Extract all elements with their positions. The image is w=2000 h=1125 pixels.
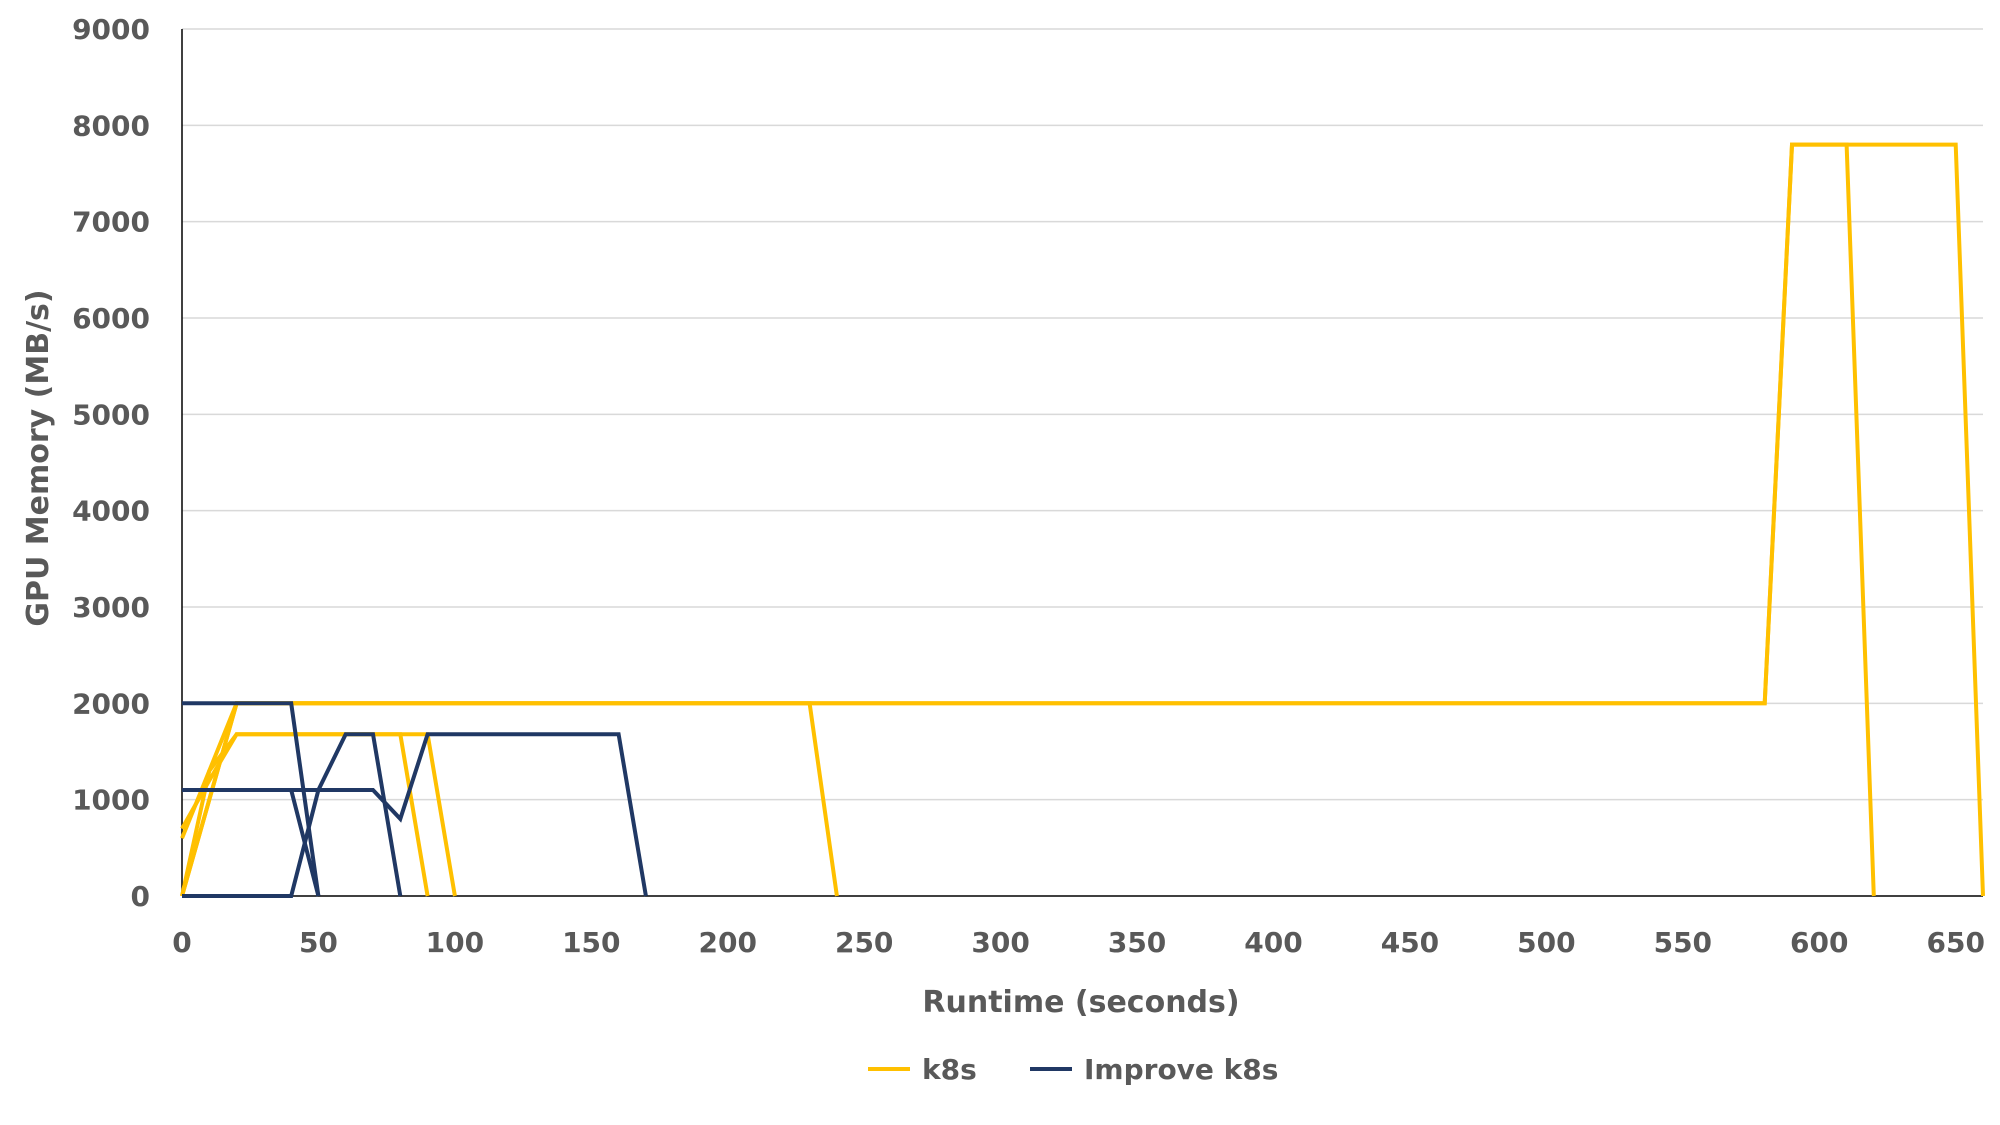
series-line-k8s-run-2 [180, 732, 430, 897]
x-tick-label-0: 0 [172, 926, 191, 959]
axes [181, 29, 1983, 897]
y-tick-label-8000: 8000 [72, 109, 150, 142]
series-line-k8s-run-5 [180, 142, 1985, 897]
gridlines [182, 28, 1983, 801]
y-tick-label-1000: 1000 [72, 784, 150, 817]
x-tick-label-200: 200 [699, 926, 757, 959]
y-tick-label-6000: 6000 [72, 302, 150, 335]
x-tick-label-400: 400 [1244, 926, 1302, 959]
y-tick-label-7000: 7000 [72, 206, 150, 239]
legend: k8s Improve k8s [868, 1053, 1278, 1086]
y-tick-label-9000: 9000 [72, 13, 150, 46]
x-tick-label-250: 250 [835, 926, 893, 959]
y-tick-label-4000: 4000 [72, 495, 150, 528]
y-tick-label-5000: 5000 [72, 398, 150, 431]
legend-label-k8s: k8s [922, 1053, 977, 1086]
y-tick-labels: 0 1000 2000 3000 4000 5000 6000 7000 8000 9000 [72, 13, 150, 913]
x-axis-title: Runtime (seconds) [922, 985, 1239, 1020]
x-tick-label-50: 50 [299, 926, 338, 959]
x-tick-label-650: 650 [1926, 926, 1984, 959]
series-lines [180, 142, 1985, 898]
legend-label-improve-k8s: Improve k8s [1084, 1053, 1278, 1086]
x-tick-label-600: 600 [1790, 926, 1848, 959]
series-line-improve-k8s-run-3 [182, 732, 403, 898]
y-axis-title: GPU Memory (MB/s) [21, 289, 56, 626]
series-line-k8s-run-3 [180, 732, 457, 897]
y-tick-label-3000: 3000 [72, 591, 150, 624]
x-tick-label-550: 550 [1654, 926, 1712, 959]
x-tick-label-350: 350 [1108, 926, 1166, 959]
x-tick-label-300: 300 [971, 926, 1029, 959]
x-tick-label-100: 100 [426, 926, 484, 959]
x-tick-labels: 0 50 100 150 200 250 300 350 400 450 500 550 600 650 [172, 926, 1985, 959]
x-tick-label-450: 450 [1381, 926, 1439, 959]
x-tick-label-150: 150 [562, 926, 620, 959]
x-tick-label-500: 500 [1517, 926, 1575, 959]
y-tick-label-0: 0 [131, 880, 150, 913]
series-line-improve-k8s-run-4 [182, 732, 648, 897]
y-tick-label-2000: 2000 [72, 687, 150, 720]
